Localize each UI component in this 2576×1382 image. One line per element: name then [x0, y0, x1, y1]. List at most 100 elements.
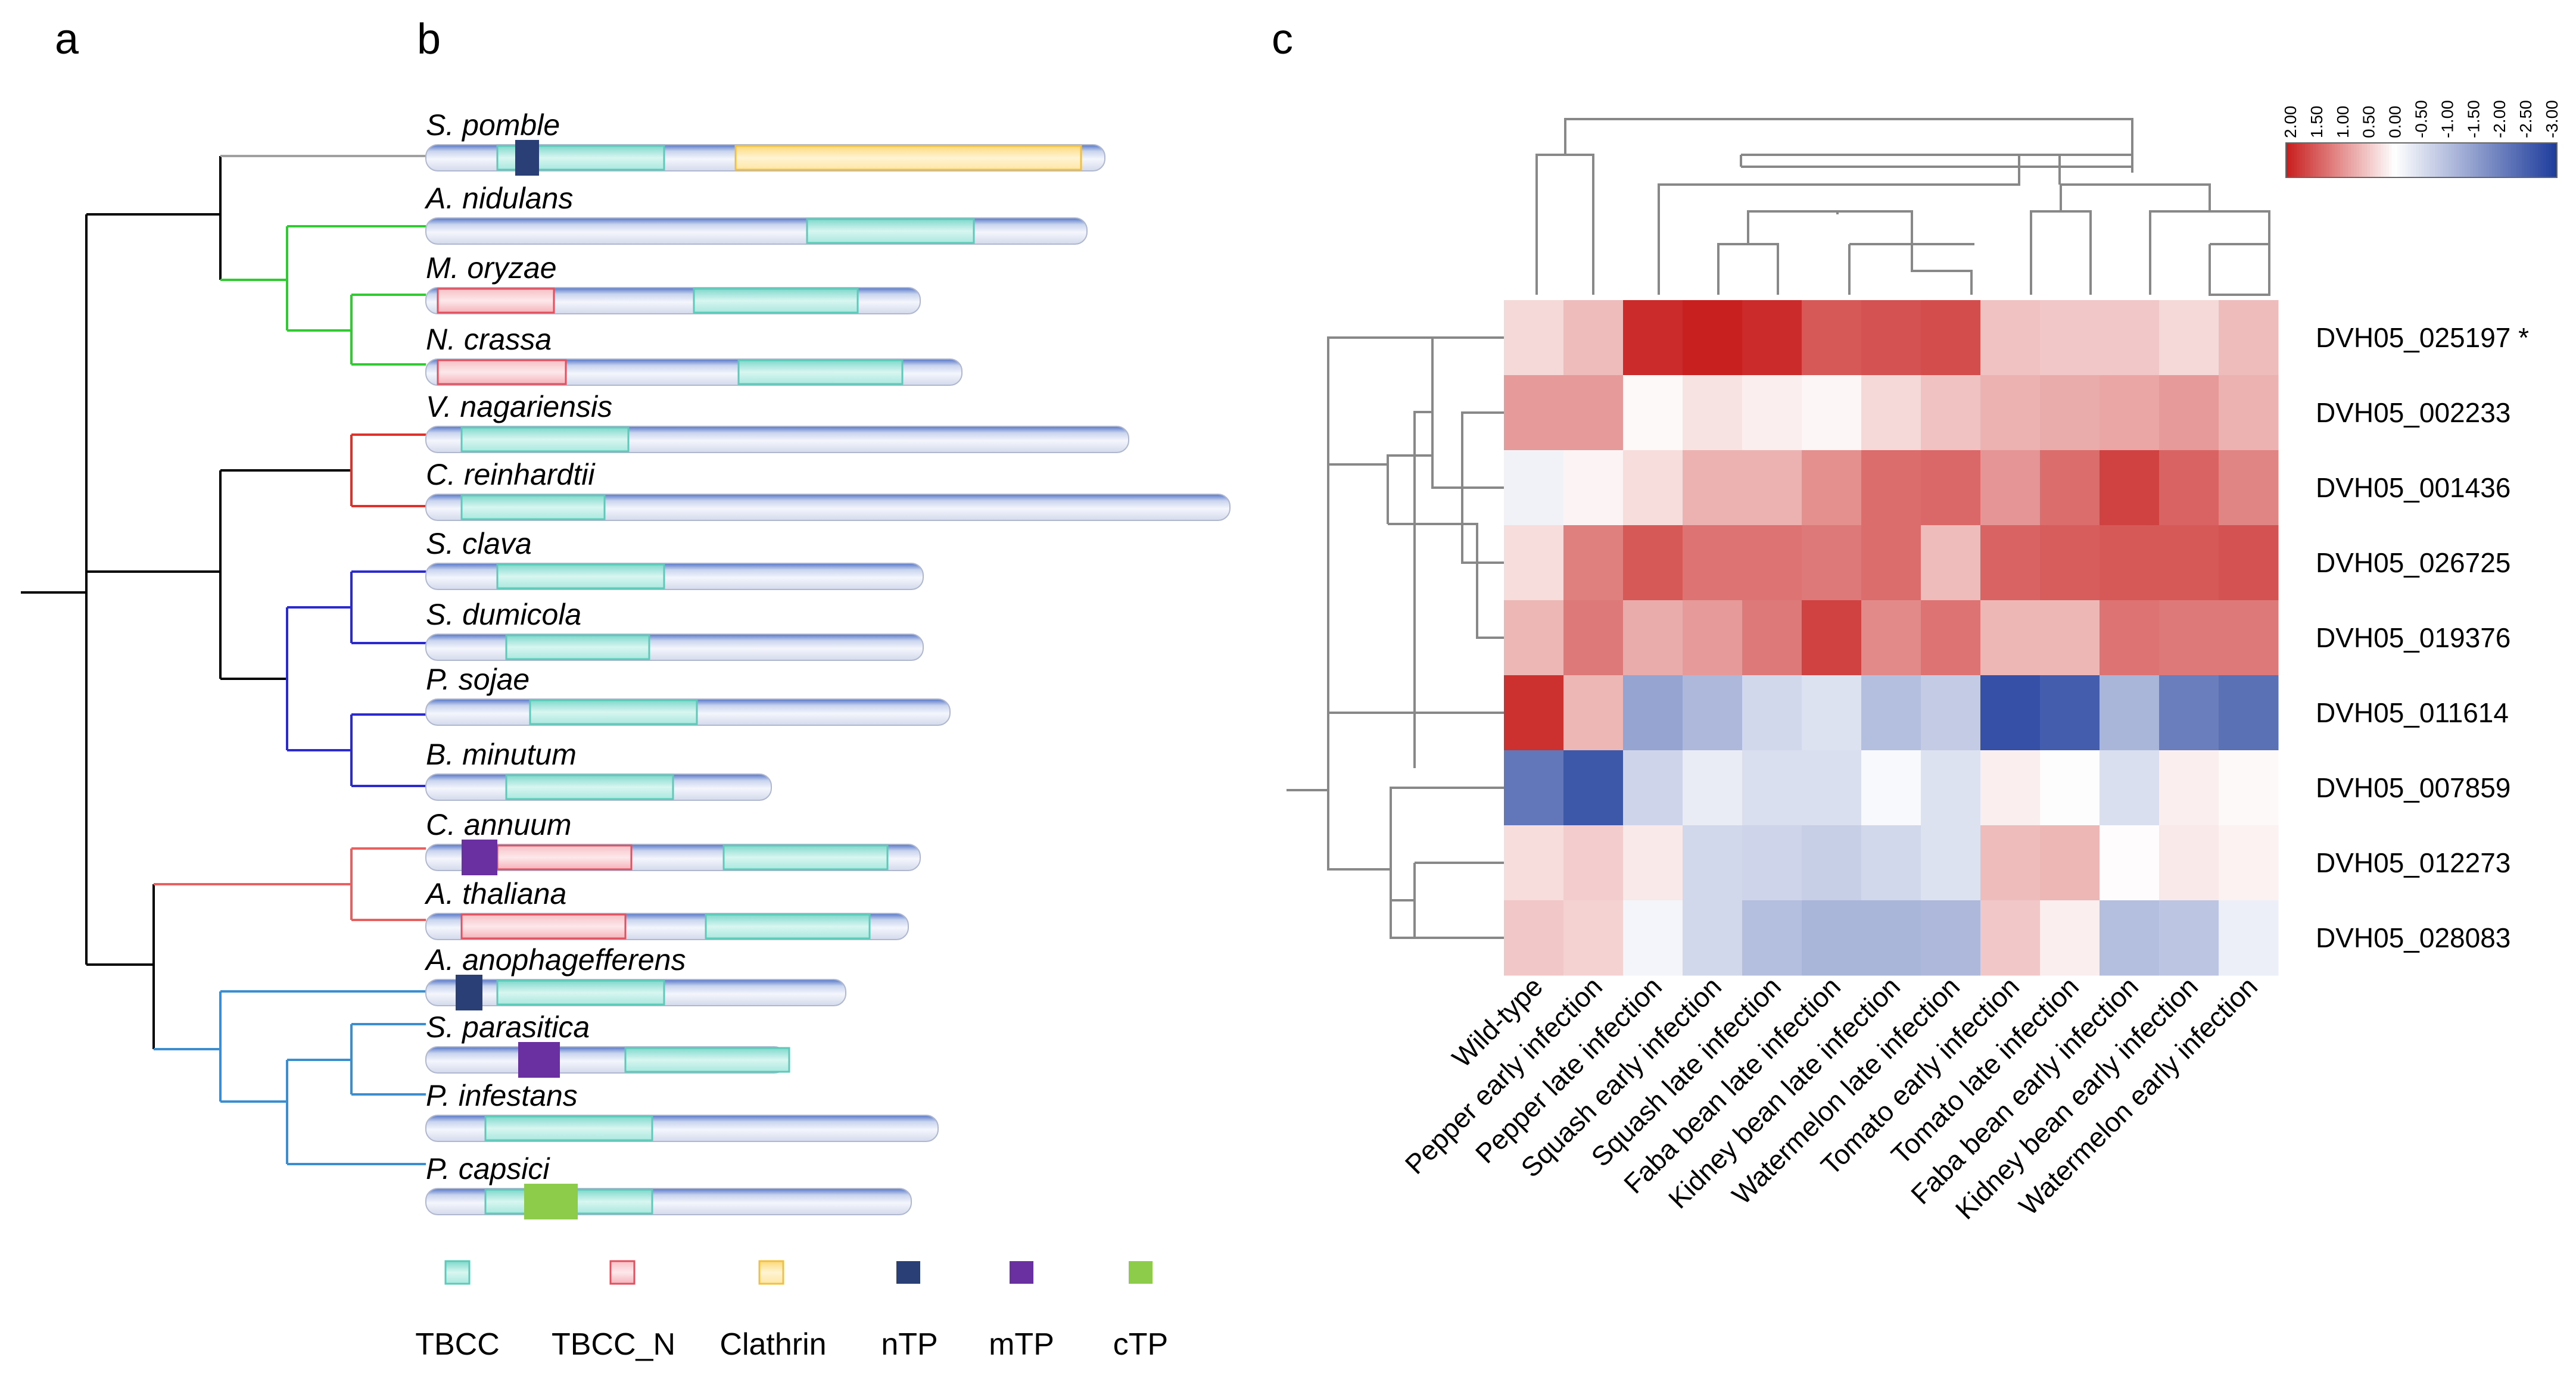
heatmap-cell — [2040, 675, 2100, 751]
heatmap-cell — [1802, 825, 1862, 901]
scale-step — [2551, 143, 2555, 177]
panel-label-c: c — [1272, 15, 1293, 63]
heatmap-cell — [1623, 825, 1683, 901]
scale-step — [2332, 143, 2335, 177]
heatmap-cell — [1921, 750, 1981, 826]
legend-swatch — [758, 1260, 784, 1285]
gene-label: DVH05_001436 — [2316, 472, 2510, 503]
domain-tbcc — [705, 913, 871, 940]
scale-tick-label: -2.50 — [2516, 100, 2535, 138]
domain-tbcc-n — [437, 359, 567, 385]
scale-step — [2359, 143, 2363, 177]
domain-tbcc — [505, 774, 674, 800]
scale-step — [2364, 143, 2368, 177]
scale-step — [2353, 143, 2357, 177]
scale-step — [2291, 143, 2295, 177]
scale-step — [2449, 143, 2452, 177]
heatmap-cell — [1504, 900, 1564, 976]
scale-step — [2394, 143, 2398, 177]
scale-step — [2294, 143, 2298, 177]
legend-item-mtp: mTP — [989, 1261, 1054, 1362]
legend-swatch — [609, 1260, 636, 1285]
heatmap-cell — [1921, 675, 1981, 751]
scale-step — [2329, 143, 2333, 177]
heatmap-cell — [2100, 600, 2160, 676]
heatmap-cell — [1742, 750, 1802, 826]
scale-step — [2362, 143, 2365, 177]
gene-label: DVH05_019376 — [2316, 622, 2510, 653]
heatmap-cell — [1980, 825, 2041, 901]
protein-c-reinhardtii: C. reinhardtii — [425, 458, 1231, 521]
heatmap-cell — [2100, 900, 2160, 976]
heatmap-cell — [1861, 750, 1921, 826]
heatmap-cell — [2219, 900, 2279, 976]
heatmap-cell — [1921, 450, 1981, 526]
heatmap-cell — [2040, 825, 2100, 901]
legend-item-tbcc: TBCC — [415, 1260, 500, 1362]
heatmap-cell — [1921, 900, 1981, 976]
heatmap-cell — [2219, 375, 2279, 451]
domain-architectures: S. pomble A. nidulans M. oryzae N. crassa V.… — [424, 108, 1231, 1219]
heatmap-gene-labels: DVH05_025197 * DVH05_002233 DVH05_001436 DV… — [2316, 322, 2529, 953]
scale-tick-label: -0.50 — [2412, 100, 2431, 138]
domain-mtp — [518, 1042, 560, 1078]
heatmap-cell — [2040, 450, 2100, 526]
scale-step — [2513, 143, 2517, 177]
scale-step — [2516, 143, 2520, 177]
scale-step — [2413, 143, 2417, 177]
scale-step — [2343, 143, 2347, 177]
heatmap-cell — [1980, 600, 2041, 676]
heatmap-cell — [1802, 525, 1862, 601]
heatmap-cell — [1921, 600, 1981, 676]
scale-step — [2494, 143, 2498, 177]
scale-step — [2402, 143, 2406, 177]
species-label: S. parasitica — [426, 1010, 590, 1044]
scale-step — [2475, 143, 2480, 177]
domain-ntp — [456, 975, 482, 1010]
scale-step — [2470, 143, 2474, 177]
species-label: N. crassa — [426, 323, 552, 356]
heatmap-cell — [2040, 750, 2100, 826]
scale-step — [2484, 143, 2487, 177]
protein-a-thaliana: A. thaliana — [424, 877, 909, 940]
heatmap-cell — [2100, 675, 2160, 751]
heatmap-cell — [1980, 750, 2041, 826]
scale-step — [2527, 143, 2531, 177]
tree-clade-plants — [154, 847, 426, 921]
tree-clade-blue — [286, 570, 426, 787]
scale-step — [2459, 143, 2463, 177]
heatmap-cell — [1861, 525, 1921, 601]
heatmap-cell — [1563, 300, 1624, 376]
scale-step — [2378, 143, 2382, 177]
scale-step — [2424, 143, 2428, 177]
heatmap-cell — [2219, 825, 2279, 901]
protein-c-annuum: C. annuum — [425, 808, 921, 875]
heatmap-cell — [1683, 300, 1743, 376]
scale-step — [2288, 143, 2292, 177]
scale-step — [2489, 143, 2493, 177]
scale-step — [2427, 143, 2431, 177]
scale-step — [2400, 143, 2403, 177]
species-label: S. pomble — [426, 108, 560, 142]
gene-label: DVH05_028083 — [2316, 922, 2510, 953]
scale-step — [2383, 143, 2387, 177]
domain-ctp — [524, 1184, 578, 1219]
heatmap-cell — [1742, 600, 1802, 676]
scale-step — [2313, 143, 2317, 177]
heatmap-cell — [1563, 750, 1624, 826]
scale-step — [2554, 143, 2558, 177]
heatmap-row-dendrogram — [1287, 336, 1504, 939]
heatmap-cell — [1861, 375, 1921, 451]
heatmap — [1504, 300, 2279, 976]
legend-item-tbcc-n: TBCC_N — [552, 1260, 675, 1362]
heatmap-cell — [1504, 375, 1564, 451]
legend-label: cTP — [1113, 1327, 1168, 1362]
heatmap-cell — [1742, 525, 1802, 601]
scale-step — [2521, 143, 2525, 177]
scale-step — [2316, 143, 2319, 177]
heatmap-cell — [2159, 300, 2219, 376]
heatmap-cell — [1861, 825, 1921, 901]
domain-tbcc — [496, 979, 665, 1006]
